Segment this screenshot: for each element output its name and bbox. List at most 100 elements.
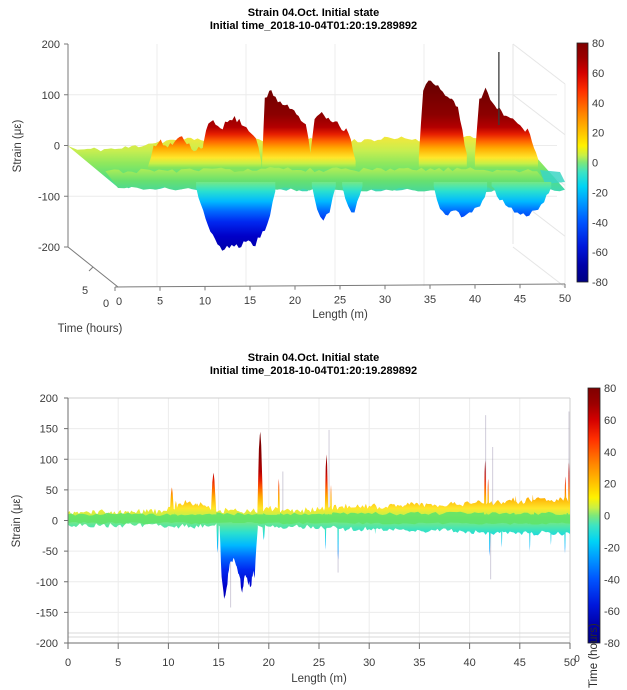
strain-dip	[564, 523, 566, 554]
strain-ridge	[309, 112, 356, 169]
strain-dip	[488, 523, 491, 556]
tick-label: 80	[604, 383, 616, 395]
strain-spike	[277, 478, 280, 515]
tick-label: 80	[592, 38, 604, 50]
tick-label: -200	[38, 242, 60, 254]
band-negative	[68, 520, 570, 536]
axes-3d	[64, 43, 566, 291]
tick-label: 0	[116, 296, 122, 308]
strain-spike	[181, 504, 186, 515]
tick-label: Strain (με)	[11, 495, 23, 548]
tick-label: 40	[592, 98, 604, 110]
tick-label: -200	[36, 638, 58, 650]
colorbar-gradient	[587, 387, 601, 644]
strain-spike	[195, 503, 200, 515]
tick-label: 30	[363, 657, 375, 669]
tick-label: Length (m)	[312, 309, 368, 321]
tick-label: 15	[244, 295, 256, 307]
tick-label: 0	[574, 654, 580, 665]
tick-label: 5	[115, 657, 121, 669]
tick-label: -20	[592, 187, 608, 199]
strain-dip	[374, 523, 376, 534]
strain-spike	[210, 472, 217, 515]
strain-spike	[330, 485, 333, 515]
tick-label: 5	[157, 296, 163, 308]
strain-spike	[324, 454, 329, 515]
tick-label: 20	[592, 128, 604, 140]
axes-2d	[64, 397, 571, 649]
strain-spike	[568, 462, 570, 515]
tick-label: 40	[604, 447, 616, 459]
strain-spike	[487, 478, 490, 515]
tick-label: 20	[263, 657, 275, 669]
surface-series	[68, 52, 565, 251]
strain-dip	[262, 523, 266, 541]
tick-label: -80	[604, 638, 620, 650]
tick-label: -100	[38, 191, 60, 203]
tick-label: 0	[604, 511, 610, 523]
strain-spike	[257, 431, 264, 515]
tick-label: 40	[469, 294, 481, 306]
tick-label: 50	[559, 293, 571, 305]
tick-label: 60	[604, 415, 616, 427]
strain-dip	[337, 523, 339, 560]
tick-label: -60	[592, 247, 608, 259]
tick-label: 20	[604, 479, 616, 491]
strain-spike	[564, 476, 567, 515]
tick-label: 35	[413, 657, 425, 669]
tick-label: -40	[592, 217, 608, 229]
tick-label: 50	[46, 485, 58, 497]
colorbar-gradient	[576, 42, 589, 283]
strain-spike	[514, 496, 517, 515]
tick-label: 10	[199, 295, 211, 307]
tick-label: 60	[592, 68, 604, 80]
negative-strain-region	[219, 523, 258, 599]
tick-label: -100	[36, 577, 58, 589]
strain-spike	[483, 460, 487, 515]
tick-label: Time (hours)	[588, 623, 600, 688]
tick-label: -150	[36, 607, 58, 619]
tick-label: 0	[592, 158, 598, 170]
strain-dip	[529, 523, 531, 552]
tick-label: 45	[514, 293, 526, 305]
tick-label: 0	[103, 298, 109, 310]
strain-valley	[196, 182, 276, 251]
colorbar-bottom: 80 60 40 20 0 -20 -40 -60 -80	[587, 383, 620, 650]
tick-label: 35	[424, 294, 436, 306]
tick-label: -60	[604, 606, 620, 618]
tick-label: 200	[42, 39, 60, 51]
strain-valley	[342, 182, 363, 213]
strain-ridge	[262, 90, 312, 169]
tick-label: 0	[52, 516, 58, 528]
strain-spike	[531, 494, 535, 515]
ribbon-right-tip	[540, 170, 565, 184]
strain-ridge	[200, 116, 262, 169]
strain-ridge	[418, 80, 467, 169]
tick-label: 5	[82, 285, 88, 297]
tick-label: 200	[40, 393, 58, 405]
tick-label: -40	[604, 574, 620, 586]
colorbar-top: 80 60 40 20 0 -20 -40 -60 -80	[576, 38, 608, 289]
tick-label: Strain (με)	[12, 120, 24, 173]
tick-label: 50	[564, 657, 576, 669]
tick-label: 40	[463, 657, 475, 669]
tick-label: 45	[514, 657, 526, 669]
tick-label: 20	[289, 295, 301, 307]
tick-label: 150	[40, 424, 58, 436]
tick-label: Time (hours)	[58, 323, 123, 335]
strain-spike	[169, 487, 175, 515]
tick-label: 0	[54, 141, 60, 153]
strain-valley	[433, 182, 488, 218]
strain-valley	[491, 182, 552, 217]
tick-label: -20	[604, 542, 620, 554]
tick-label: 25	[313, 657, 325, 669]
strain-ridge	[474, 87, 538, 169]
strain-ridge	[148, 136, 216, 169]
tick-label: -50	[42, 546, 58, 558]
tick-label: -80	[592, 277, 608, 289]
tick-label: Length (m)	[291, 673, 347, 685]
strain-dip	[324, 523, 327, 550]
